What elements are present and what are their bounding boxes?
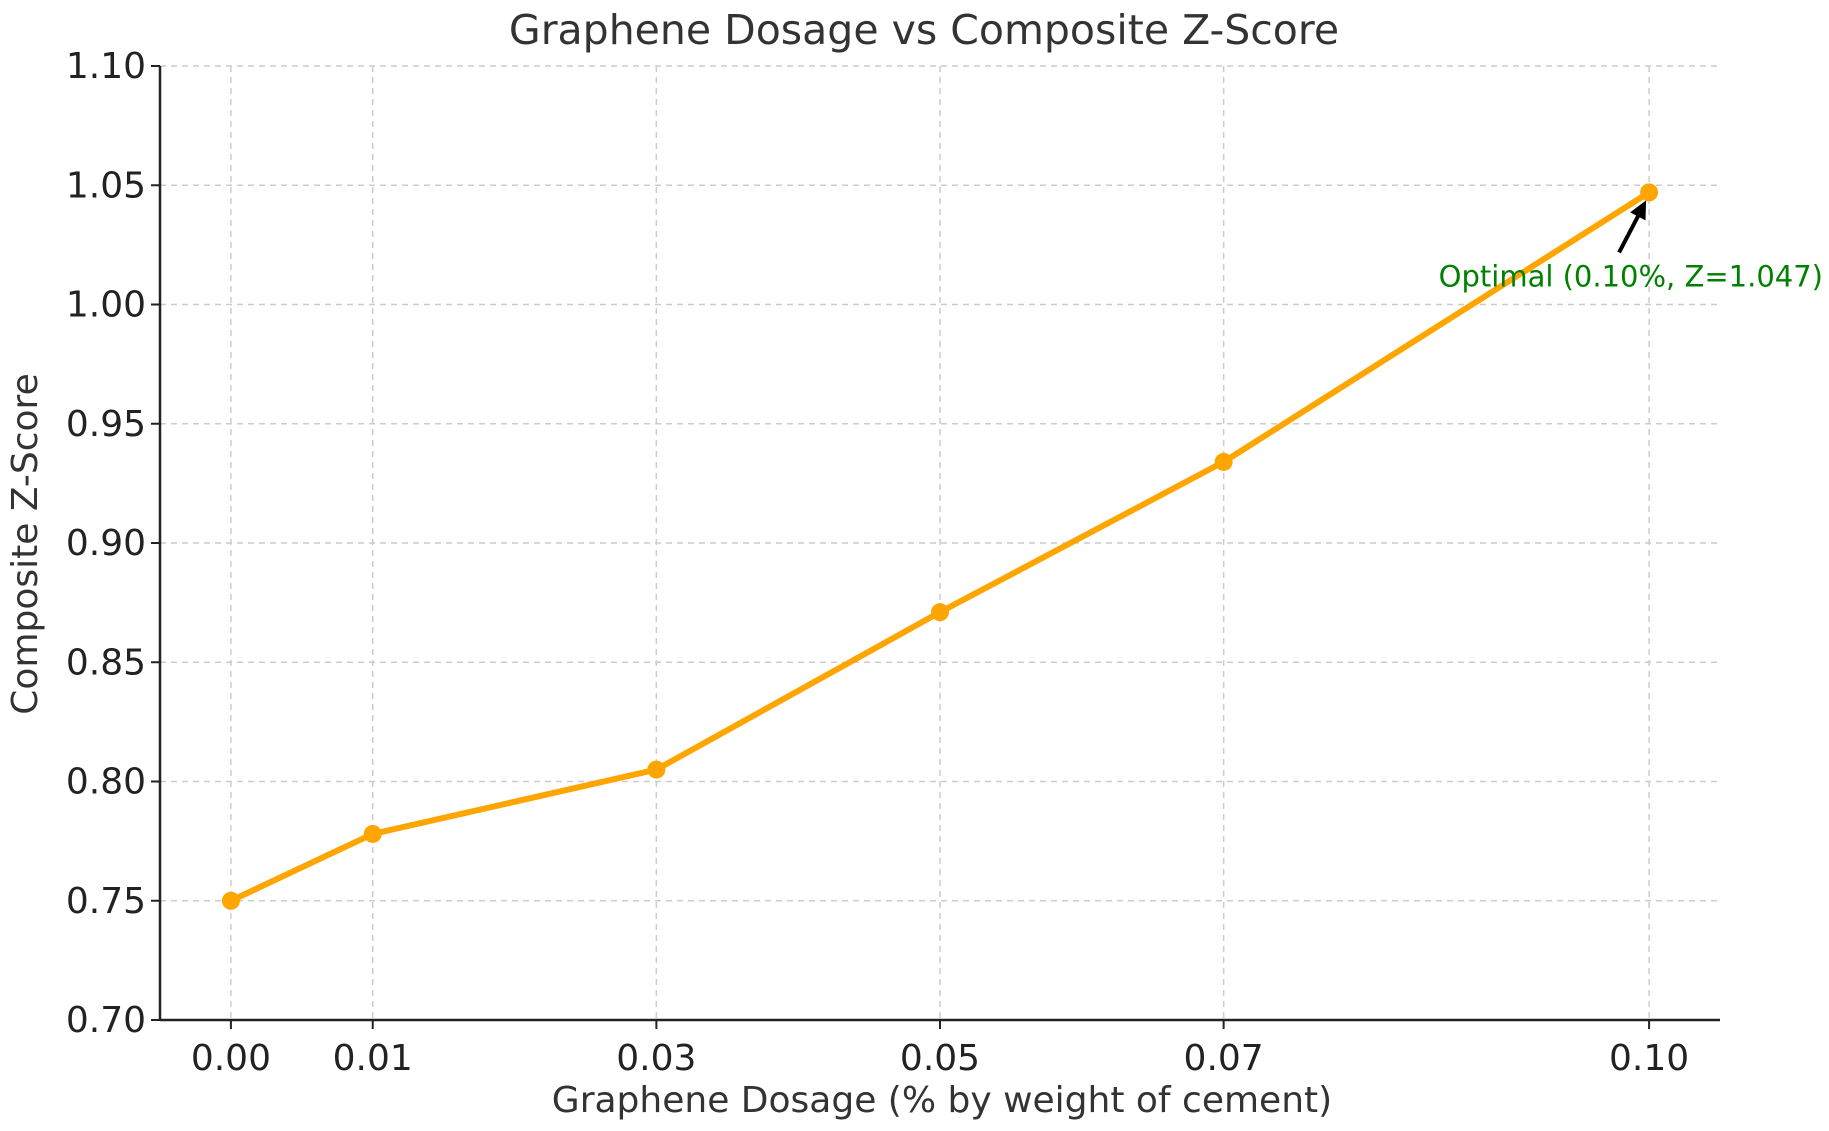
y-tick-label: 0.80 xyxy=(66,762,146,803)
y-tick-label: 0.75 xyxy=(66,881,146,922)
data-point xyxy=(1214,452,1233,471)
data-point xyxy=(647,760,666,779)
series-line xyxy=(227,189,1653,904)
ticks: 0.70 0.75 0.80 0.85 0.90 0.95 1.00 1.05 1.10 0.00… xyxy=(66,46,1689,1079)
annotation-label: Optimal (0.10%, Z=1.047) xyxy=(1439,259,1823,293)
y-tick-label: 1.10 xyxy=(66,46,146,87)
chart-title: Graphene Dosage vs Composite Z-Score xyxy=(509,6,1339,54)
grid xyxy=(160,65,1720,1021)
x-tick-label: 0.01 xyxy=(333,1038,413,1079)
x-tick-label: 0.03 xyxy=(616,1038,696,1079)
y-axis-label: Composite Z-Score xyxy=(5,373,46,714)
x-tick-label: 0.10 xyxy=(1609,1038,1689,1079)
x-tick-label: 0.07 xyxy=(1184,1038,1264,1079)
annotation-arrow-head xyxy=(1630,200,1647,221)
y-tick-label: 0.95 xyxy=(66,404,146,445)
y-tick-label: 0.85 xyxy=(66,642,146,683)
y-tick-label: 0.70 xyxy=(66,1000,146,1041)
x-axis-label: Graphene Dosage (% by weight of cement) xyxy=(552,1080,1332,1121)
series xyxy=(221,183,1659,910)
y-tick-label: 1.00 xyxy=(66,285,146,326)
data-point xyxy=(1640,183,1659,202)
data-point xyxy=(363,824,382,843)
data-point xyxy=(221,891,240,910)
annotation: Optimal (0.10%, Z=1.047) xyxy=(1439,200,1823,293)
data-point xyxy=(931,603,949,622)
y-tick-label: 0.90 xyxy=(66,523,146,564)
x-tick-label: 0.05 xyxy=(900,1038,980,1079)
y-tick-label: 1.05 xyxy=(66,165,146,206)
x-tick-label: 0.00 xyxy=(191,1038,271,1079)
